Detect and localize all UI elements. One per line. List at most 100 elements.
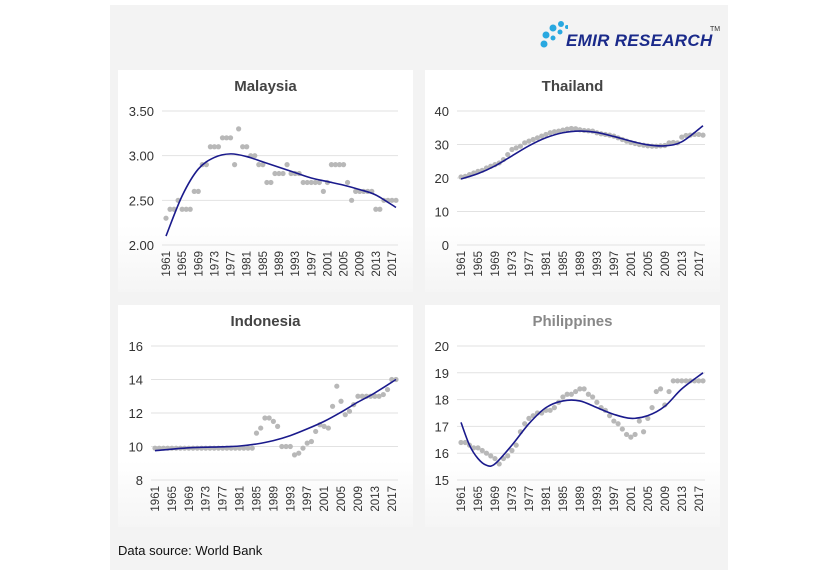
data-point <box>666 140 672 146</box>
x-tick-label: 1973 <box>201 486 213 512</box>
y-tick-label: 40 <box>435 104 449 119</box>
x-tick-label: 1997 <box>306 251 318 277</box>
x-tick-label: 1993 <box>285 486 297 512</box>
data-point <box>244 144 250 150</box>
data-point <box>488 453 494 459</box>
data-point <box>556 128 562 134</box>
data-point <box>492 455 498 462</box>
data-point <box>581 386 587 392</box>
data-point <box>252 153 258 159</box>
data-point <box>313 428 319 435</box>
x-tick-label: 2005 <box>643 486 655 512</box>
data-point <box>372 393 378 399</box>
x-tick-label: 2009 <box>353 486 365 512</box>
x-tick-label: 1961 <box>456 486 468 512</box>
x-tick-label: 1973 <box>507 486 519 512</box>
x-tick-label: 1997 <box>302 486 314 512</box>
chart-plot: 8 10 12 14 16 1961 1965 1969 1973 1977 1981 1985 198… <box>129 339 399 512</box>
data-point <box>560 394 566 400</box>
data-point <box>547 407 553 413</box>
y-tick-label: 16 <box>435 446 449 461</box>
data-point <box>509 146 515 153</box>
chart-indonesia: Indonesia 8 10 12 14 16 1961 1965 1969 1973 1977 1… <box>118 305 413 527</box>
data-point <box>346 408 353 414</box>
y-tick-label: 10 <box>435 205 449 220</box>
x-tick-label: 2001 <box>319 486 331 512</box>
data-point <box>183 206 189 212</box>
emir-research-logo: EMIR RESEARCH TM <box>538 18 728 58</box>
x-tick-label: 1985 <box>251 486 263 512</box>
x-tick-label: 2013 <box>370 486 382 512</box>
data-point <box>585 391 591 397</box>
x-tick-label: 2013 <box>677 486 689 512</box>
chart-title: Indonesia <box>230 313 301 330</box>
data-point <box>573 388 579 395</box>
data-point <box>551 405 558 411</box>
x-tick-label: 2009 <box>355 251 367 277</box>
data-point <box>300 445 306 451</box>
x-tick-label: 1973 <box>507 251 519 277</box>
chart-thailand: Thailand 0 10 20 30 40 1961 1965 1969 1973 1977 19… <box>425 70 720 292</box>
y-tick-label: 8 <box>136 473 143 488</box>
data-point <box>653 388 659 395</box>
data-point <box>266 415 272 421</box>
data-point <box>349 197 355 203</box>
data-point <box>568 125 574 132</box>
data-point <box>496 461 502 467</box>
chart-plot: 2.00 2.50 3.00 3.50 1961 1965 1969 1973 1977 1981… <box>129 104 399 277</box>
data-point <box>594 399 600 405</box>
data-point <box>670 378 676 384</box>
data-point <box>227 135 234 141</box>
trend-line <box>154 378 397 452</box>
data-point <box>291 452 298 458</box>
data-point <box>551 129 558 135</box>
y-tick-label: 14 <box>129 373 143 388</box>
y-tick-label: 3.00 <box>129 149 154 164</box>
x-tick-label: 2005 <box>339 251 351 277</box>
x-tick-label: 1989 <box>575 486 587 512</box>
data-point <box>674 378 681 384</box>
data-point <box>522 421 528 427</box>
data-point <box>505 151 511 158</box>
data-point <box>268 179 274 186</box>
chart-plot: 0 10 20 30 40 1961 1965 1969 1973 1977 1981 1985 198… <box>435 104 706 277</box>
x-tick-label: 1961 <box>150 486 162 512</box>
trend-line <box>460 372 704 467</box>
y-tick-label: 2.00 <box>129 238 154 253</box>
data-point <box>611 418 617 424</box>
data-point <box>700 132 706 138</box>
data-point <box>262 415 268 421</box>
x-tick-label: 1961 <box>456 251 468 277</box>
data-point <box>179 206 185 212</box>
data-point <box>195 188 201 194</box>
data-point <box>236 126 242 132</box>
data-point <box>253 430 260 436</box>
chart-plot: 15 16 17 18 19 20 1961 1965 1969 1973 1977 1981 1985… <box>435 339 706 512</box>
data-point <box>479 447 485 454</box>
data-point <box>308 438 315 445</box>
x-tick-label: 1977 <box>524 251 536 277</box>
data-point <box>284 162 290 168</box>
data-point <box>304 179 310 186</box>
data-point <box>256 162 262 168</box>
data-point <box>526 138 532 144</box>
x-tick-label: 1977 <box>218 486 230 512</box>
data-point <box>509 447 515 454</box>
x-tick-label: 1965 <box>473 486 485 512</box>
data-point <box>321 423 327 429</box>
data-point <box>483 450 490 456</box>
data-point <box>353 188 359 194</box>
data-point <box>505 453 511 459</box>
x-tick-label: 1993 <box>592 486 604 512</box>
y-tick-label: 16 <box>129 339 143 354</box>
data-point <box>530 136 536 143</box>
x-tick-label: 2001 <box>322 251 334 277</box>
data-point <box>606 413 613 419</box>
chart-title: Malaysia <box>234 78 297 95</box>
x-tick-label: 1997 <box>609 251 621 277</box>
data-point <box>283 443 289 450</box>
data-point <box>568 391 574 397</box>
data-point <box>619 426 625 432</box>
data-point <box>577 386 583 392</box>
data-point <box>696 131 702 138</box>
